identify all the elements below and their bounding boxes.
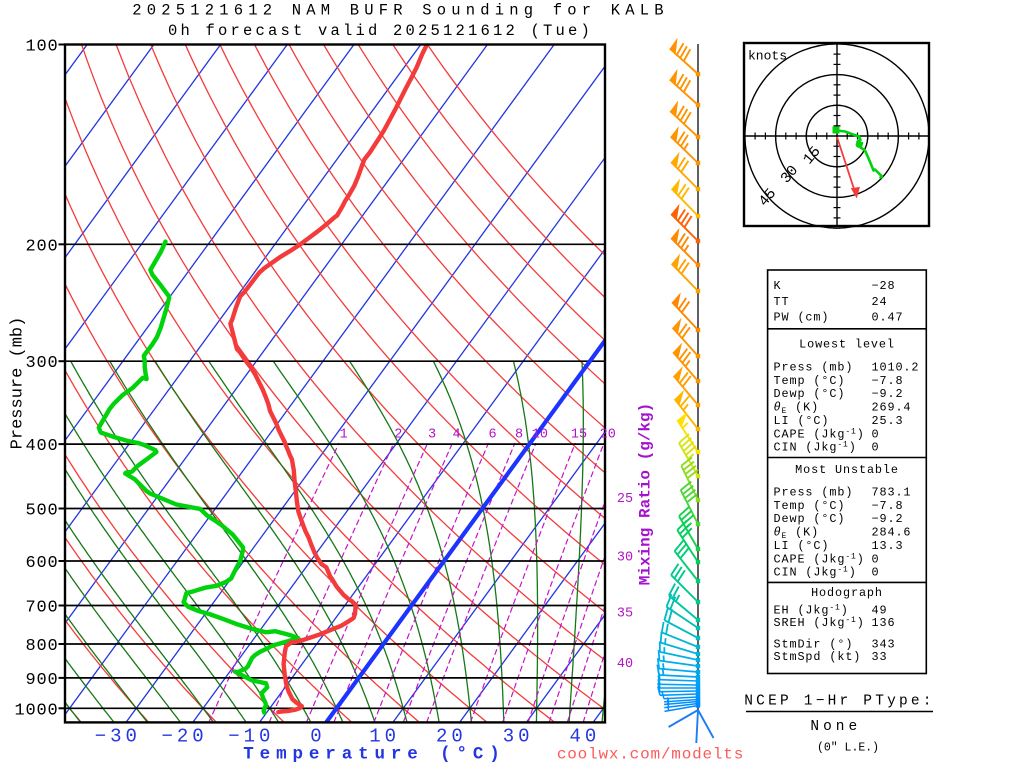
svg-text:0: 0 — [310, 726, 325, 748]
svg-text:40: 40 — [569, 726, 600, 748]
svg-text:25.3: 25.3 — [872, 414, 904, 428]
svg-text:coolwx.com/modelts: coolwx.com/modelts — [557, 746, 744, 764]
svg-text:30: 30 — [617, 551, 633, 566]
svg-text:0h forecast valid 2025121612 (: 0h forecast valid 2025121612 (Tue) — [168, 22, 593, 40]
svg-text:8: 8 — [515, 428, 523, 443]
svg-text:Most Unstable: Most Unstable — [795, 463, 899, 477]
svg-text:NCEP 1−Hr PType:: NCEP 1−Hr PType: — [744, 694, 934, 710]
svg-text:1010.2: 1010.2 — [872, 361, 920, 375]
svg-text:343: 343 — [872, 637, 896, 651]
svg-text:6: 6 — [489, 428, 497, 443]
svg-text:24: 24 — [872, 295, 888, 309]
svg-text:136: 136 — [872, 616, 896, 630]
svg-text:CIN (Jkg-1): CIN (Jkg-1) — [774, 566, 857, 580]
svg-text:0.47: 0.47 — [872, 311, 904, 325]
svg-text:StmSpd (kt): StmSpd (kt) — [774, 650, 862, 664]
svg-text:0: 0 — [872, 427, 880, 441]
svg-text:10: 10 — [532, 428, 548, 443]
svg-text:Lowest level: Lowest level — [799, 338, 895, 352]
svg-text:CIN (Jkg-1): CIN (Jkg-1) — [774, 441, 857, 455]
svg-text:PW (cm): PW (cm) — [774, 311, 830, 325]
svg-text:0: 0 — [872, 566, 880, 580]
svg-text:Temperature (°C): Temperature (°C) — [243, 745, 505, 765]
svg-text:θE (K): θE (K) — [774, 401, 820, 417]
svg-text:1000: 1000 — [14, 701, 58, 720]
svg-text:StmDir (°): StmDir (°) — [774, 637, 854, 651]
svg-text:900: 900 — [25, 671, 58, 690]
svg-text:500: 500 — [25, 502, 58, 521]
svg-text:33: 33 — [872, 650, 888, 664]
svg-text:2025121612 NAM BUFR Sounding f: 2025121612 NAM BUFR Sounding for KALB — [132, 2, 669, 20]
svg-text:2: 2 — [394, 428, 402, 443]
svg-text:SREH (Jkg-1): SREH (Jkg-1) — [774, 616, 865, 630]
svg-text:Press (mb): Press (mb) — [774, 361, 854, 375]
svg-text:783.1: 783.1 — [872, 486, 912, 500]
svg-text:−9.2: −9.2 — [872, 512, 904, 526]
svg-text:−9.2: −9.2 — [872, 387, 904, 401]
svg-text:EH (Jkg-1): EH (Jkg-1) — [774, 603, 849, 617]
svg-text:284.6: 284.6 — [872, 526, 912, 540]
svg-text:20: 20 — [600, 428, 616, 443]
svg-text:13.3: 13.3 — [872, 539, 904, 553]
svg-text:θE (K): θE (K) — [774, 526, 820, 542]
svg-text:LI (°C): LI (°C) — [774, 414, 830, 428]
svg-text:−28: −28 — [872, 279, 896, 293]
svg-text:600: 600 — [25, 554, 58, 573]
svg-text:Press (mb): Press (mb) — [774, 486, 854, 500]
svg-text:LI (°C): LI (°C) — [774, 539, 830, 553]
svg-text:40: 40 — [617, 657, 633, 672]
svg-text:Hodograph: Hodograph — [811, 586, 883, 600]
svg-text:−30: −30 — [95, 726, 141, 748]
svg-text:200: 200 — [25, 237, 58, 256]
svg-text:49: 49 — [872, 603, 888, 617]
svg-text:700: 700 — [25, 599, 58, 618]
svg-text:−7.8: −7.8 — [872, 374, 904, 388]
svg-text:CAPE (Jkg-1): CAPE (Jkg-1) — [774, 552, 865, 566]
svg-text:knots: knots — [748, 49, 787, 64]
svg-text:Pressure (mb): Pressure (mb) — [9, 317, 28, 450]
svg-text:3: 3 — [428, 428, 436, 443]
svg-text:1: 1 — [340, 428, 348, 443]
svg-text:0: 0 — [872, 441, 880, 455]
svg-text:269.4: 269.4 — [872, 401, 912, 415]
svg-text:Temp (°C): Temp (°C) — [774, 499, 846, 513]
svg-text:15: 15 — [571, 428, 587, 443]
svg-text:(0" L.E.): (0" L.E.) — [817, 742, 879, 755]
svg-text:20: 20 — [436, 726, 467, 748]
svg-text:K: K — [774, 279, 782, 293]
svg-text:35: 35 — [617, 607, 633, 622]
svg-text:100: 100 — [25, 38, 58, 57]
svg-text:Temp (°C): Temp (°C) — [774, 374, 846, 388]
svg-text:−20: −20 — [161, 726, 207, 748]
svg-text:10: 10 — [369, 726, 400, 748]
svg-text:Dewp (°C): Dewp (°C) — [774, 387, 846, 401]
svg-text:0: 0 — [872, 552, 880, 566]
svg-text:25: 25 — [617, 492, 633, 507]
svg-text:Dewp (°C): Dewp (°C) — [774, 512, 846, 526]
svg-text:None: None — [810, 719, 861, 735]
svg-text:300: 300 — [25, 354, 58, 373]
svg-text:30: 30 — [503, 726, 534, 748]
svg-text:CAPE (Jkg-1): CAPE (Jkg-1) — [774, 427, 865, 441]
svg-text:4: 4 — [453, 428, 461, 443]
svg-text:800: 800 — [25, 637, 58, 656]
svg-text:Mixing Ratio (g/kg): Mixing Ratio (g/kg) — [637, 403, 655, 585]
svg-text:−10: −10 — [228, 726, 274, 748]
svg-text:400: 400 — [25, 437, 58, 456]
svg-text:TT: TT — [774, 295, 790, 309]
svg-text:−7.8: −7.8 — [872, 499, 904, 513]
